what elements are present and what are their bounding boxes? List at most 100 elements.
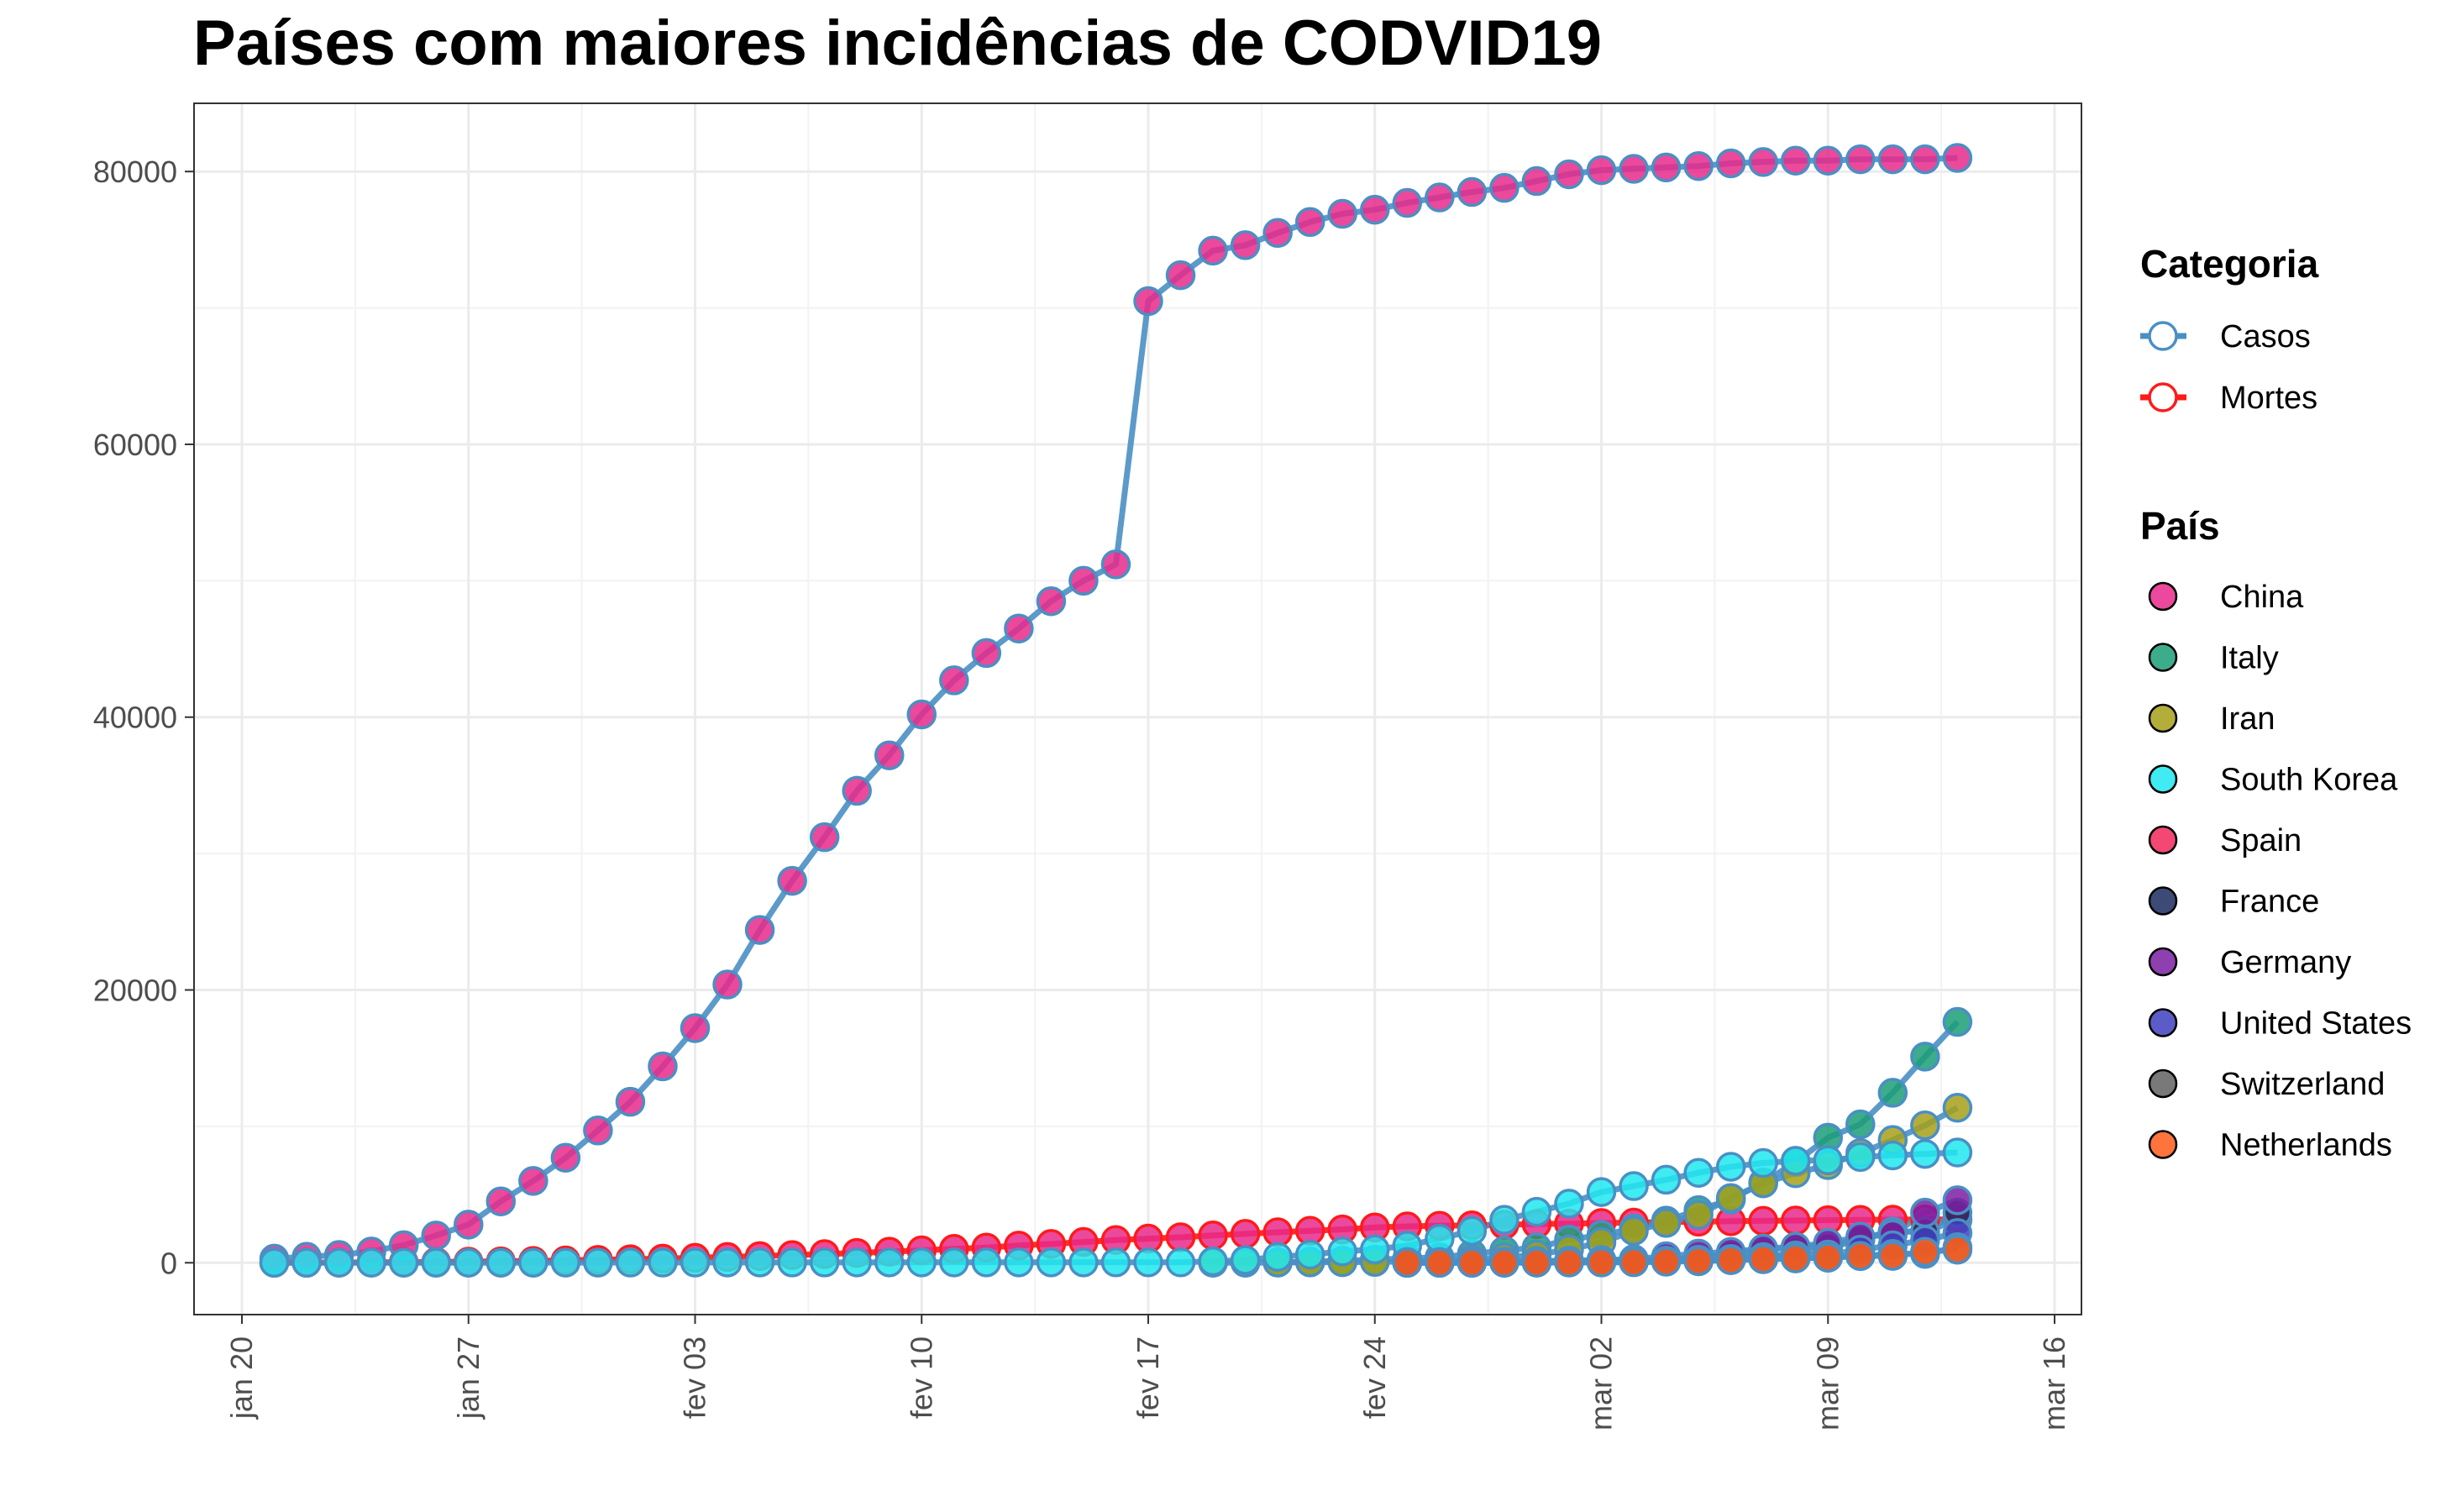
data-point-china-casos	[1262, 218, 1293, 249]
data-point-south-korea-casos	[712, 1247, 743, 1278]
data-point-south-korea-casos	[518, 1247, 549, 1278]
data-point-south-korea-casos	[356, 1247, 386, 1278]
data-point-netherlands-casos	[1619, 1247, 1649, 1278]
data-point-south-korea-casos	[1748, 1147, 1778, 1179]
data-point-south-korea-casos	[1813, 1145, 1843, 1176]
data-point-china-casos	[1489, 172, 1520, 203]
x-tick-label: fev 03	[678, 1336, 712, 1419]
data-point-south-korea-casos	[1586, 1177, 1617, 1207]
data-point-south-korea-casos	[1230, 1245, 1261, 1275]
data-point-south-korea-casos	[906, 1247, 937, 1278]
data-point-south-korea-casos	[1457, 1215, 1488, 1247]
data-point-netherlands-casos	[1748, 1244, 1778, 1274]
chart-title: Países com maiores incidências de CODVID…	[193, 8, 1602, 79]
data-point-netherlands-casos	[1457, 1247, 1488, 1278]
data-point-south-korea-casos	[323, 1247, 354, 1278]
data-point-italy-casos	[1942, 1006, 1973, 1037]
data-point-china-casos	[1327, 198, 1357, 229]
data-point-germany-casos	[1910, 1197, 1940, 1228]
legend-label-iran: Iran	[2220, 701, 2275, 737]
legend-label-mortes: Mortes	[2220, 381, 2317, 416]
data-point-china-casos	[1877, 144, 1908, 175]
axes-layer: jan 20 jan 27 fev 03 fev 10 fev 17 fev 24 mar …	[93, 155, 2071, 1431]
data-point-italy-casos	[1845, 1109, 1876, 1140]
x-tick-label: mar 16	[2037, 1336, 2071, 1431]
data-point-china-casos	[421, 1221, 451, 1251]
data-point-south-korea-casos	[421, 1247, 451, 1278]
data-point-south-korea-casos	[842, 1247, 872, 1278]
data-point-iran-casos	[1942, 1093, 1973, 1123]
legend-marker-france	[2148, 886, 2178, 916]
legend-label-germany: Germany	[2220, 945, 2351, 980]
data-point-china-casos	[1554, 159, 1584, 190]
data-point-south-korea-casos	[1068, 1247, 1099, 1278]
data-point-china-casos	[1230, 230, 1261, 260]
data-point-south-korea-casos	[1877, 1140, 1908, 1171]
data-point-south-korea-casos	[1942, 1137, 1973, 1168]
y-tick-label: 60000	[93, 428, 177, 462]
legend-title-categoria: Categoria	[2140, 242, 2319, 286]
data-point-china-casos	[809, 822, 840, 853]
data-point-china-casos	[1813, 145, 1843, 176]
data-point-south-korea-casos	[1004, 1247, 1034, 1278]
legend-label-casos: Casos	[2220, 319, 2311, 354]
data-point-china-casos	[777, 865, 807, 896]
legend-label-united-states: United States	[2220, 1006, 2412, 1042]
data-point-china-casos	[1780, 145, 1811, 176]
panel-border	[193, 102, 2082, 1315]
legend-marker-south-korea	[2148, 764, 2178, 794]
data-point-italy-casos	[1877, 1078, 1908, 1108]
y-tick-label: 20000	[93, 974, 177, 1008]
data-point-south-korea-casos	[388, 1247, 419, 1278]
data-point-china-casos	[1910, 144, 1940, 175]
data-point-south-korea-casos	[809, 1247, 840, 1278]
data-point-iran-casos	[1619, 1215, 1649, 1247]
x-tick-label: fev 10	[904, 1336, 938, 1419]
data-point-china-casos	[1942, 143, 1973, 173]
data-point-south-korea-casos	[454, 1247, 484, 1278]
data-point-south-korea-casos	[874, 1247, 905, 1278]
data-point-china-casos	[1068, 565, 1099, 596]
data-point-south-korea-casos	[1715, 1152, 1746, 1182]
data-point-south-korea-casos	[1100, 1247, 1131, 1278]
x-tick-label: mar 02	[1584, 1336, 1619, 1431]
data-point-netherlands-casos	[1521, 1247, 1552, 1278]
data-point-south-korea-casos	[1294, 1239, 1325, 1270]
data-point-china-casos	[1392, 187, 1423, 218]
data-point-netherlands-casos	[1910, 1236, 1940, 1267]
data-point-south-korea-casos	[1845, 1142, 1876, 1173]
data-point-netherlands-casos	[1715, 1245, 1746, 1275]
data-point-netherlands-casos	[1392, 1247, 1423, 1278]
data-point-italy-casos	[1910, 1042, 1940, 1072]
data-point-south-korea-casos	[583, 1247, 613, 1278]
data-point-netherlands-casos	[1942, 1234, 1973, 1265]
data-point-south-korea-casos	[1327, 1236, 1357, 1267]
data-point-south-korea-casos	[1198, 1246, 1228, 1277]
data-point-south-korea-casos	[1651, 1164, 1682, 1195]
data-point-netherlands-casos	[1425, 1247, 1455, 1278]
data-point-china-casos	[615, 1086, 646, 1117]
x-tick-label: jan 20	[224, 1336, 259, 1420]
data-point-china-mortes	[1780, 1205, 1811, 1236]
data-point-south-korea-casos	[680, 1247, 711, 1278]
data-point-china-casos	[1425, 182, 1455, 213]
legend-label-france: France	[2220, 885, 2319, 920]
legend-marker-united-states	[2148, 1008, 2178, 1037]
legend-label-switzerland: Switzerland	[2220, 1067, 2385, 1102]
data-point-china-casos	[1198, 235, 1228, 266]
data-point-iran-casos	[1651, 1208, 1682, 1238]
data-point-china-casos	[1748, 147, 1778, 177]
data-point-china-casos	[486, 1186, 517, 1216]
legend-marker-mortes	[2148, 382, 2178, 412]
data-point-china-casos	[1586, 155, 1617, 186]
data-point-netherlands-casos	[1845, 1241, 1876, 1271]
legend-marker-germany	[2148, 947, 2178, 977]
data-point-south-korea-casos	[1036, 1247, 1067, 1278]
x-tick-label: mar 09	[1810, 1336, 1845, 1431]
data-point-south-korea-casos	[1521, 1196, 1552, 1227]
data-point-china-casos	[1683, 150, 1714, 181]
data-point-china-casos	[1100, 549, 1131, 580]
legend-marker-china	[2148, 581, 2178, 612]
